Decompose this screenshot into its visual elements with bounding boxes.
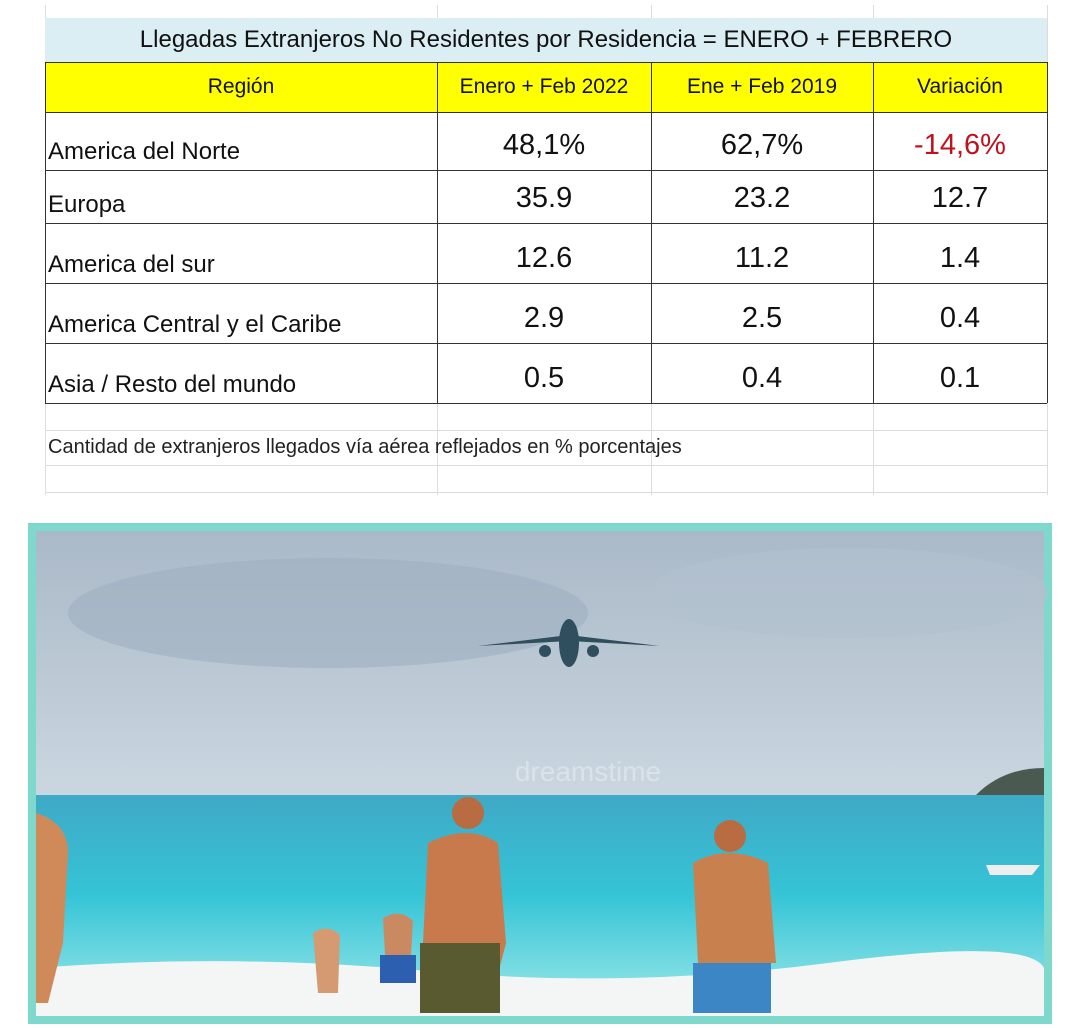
table-cell: -14,6% [914, 129, 1006, 161]
cloud [648, 548, 1048, 638]
table-cell: 11.2 [734, 242, 790, 274]
row-border [45, 343, 1047, 344]
header-border [45, 62, 1047, 63]
beach-photo: dreamstime [28, 523, 1052, 1024]
table-cell: 12.6 [515, 242, 573, 274]
column-header: Enero + Feb 2022 [437, 62, 651, 112]
table-cell: 1.4 [939, 242, 981, 274]
row-border [45, 403, 1047, 404]
row-border [45, 283, 1047, 284]
table-cell: 62,7% [720, 129, 804, 161]
column-border [437, 62, 438, 403]
column-border [1047, 62, 1048, 403]
column-header: Región [45, 62, 437, 112]
column-header: Ene + Feb 2019 [651, 62, 873, 112]
table-cell: 0.1 [939, 362, 981, 394]
sheet-gridline [45, 465, 1047, 466]
column-border [873, 62, 874, 403]
table-title: Llegadas Extranjeros No Residentes por R… [45, 18, 1047, 62]
table-cell: 0.4 [741, 362, 783, 394]
column-border [45, 62, 46, 403]
row-border [45, 170, 1047, 171]
cloud [68, 558, 588, 668]
sheet-gridline [45, 430, 1047, 431]
row-label: Asia / Resto del mundo [48, 371, 297, 398]
table-cell: 2.9 [523, 302, 565, 334]
row-border [45, 223, 1047, 224]
row-border [45, 112, 1047, 113]
row-label: Europa [48, 191, 126, 218]
table-cell: 12.7 [931, 182, 989, 214]
sheet-gridline [45, 492, 1047, 493]
row-label: America Central y el Caribe [48, 311, 342, 338]
table-cell: 0.4 [939, 302, 981, 334]
column-border [651, 62, 652, 403]
table-cell: 35.9 [515, 182, 573, 214]
island [976, 768, 1044, 795]
airplane [478, 619, 660, 667]
table-note: Cantidad de extranjeros llegados vía aér… [48, 436, 682, 458]
table-cell: 0.5 [523, 362, 565, 394]
people [36, 797, 1040, 1013]
table-cell: 23.2 [733, 182, 791, 214]
table-cell: 48,1% [502, 129, 586, 161]
watermark: dreamstime [515, 756, 661, 787]
surf [36, 951, 1044, 1016]
row-label: America del Norte [48, 138, 241, 165]
table-cell: 2.5 [741, 302, 783, 334]
row-label: America del sur [48, 251, 215, 278]
column-header: Variación [873, 62, 1047, 112]
